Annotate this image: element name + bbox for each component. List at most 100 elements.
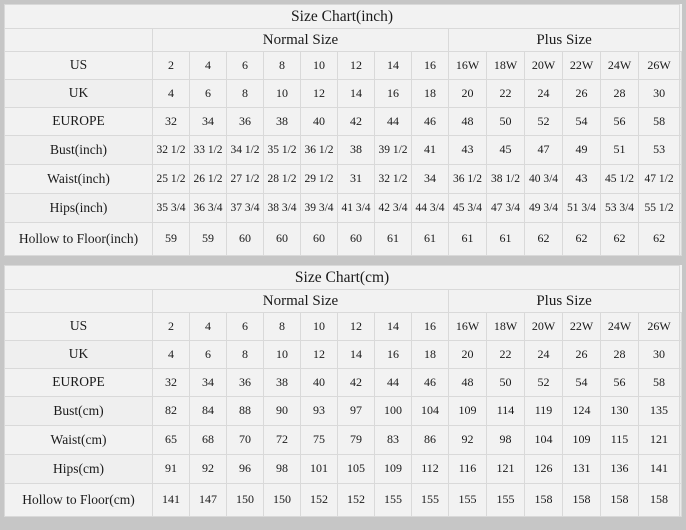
group-header-normal-size: Normal Size [152, 28, 449, 52]
cell: 51 [600, 135, 639, 165]
row-label-uk: UK [4, 79, 153, 108]
cell: 10 [263, 79, 301, 108]
cell: 38 [263, 107, 301, 136]
cell: 104 [524, 425, 563, 455]
cell: 155 [486, 483, 525, 517]
cell-empty [679, 340, 682, 369]
cell: 20 [448, 340, 487, 369]
cell: 2 [152, 51, 190, 80]
cell: 38 1/2 [486, 164, 525, 194]
group-header-row: Normal Size Plus Size [4, 289, 682, 313]
cell: 42 [337, 368, 375, 397]
cell: 33 1/2 [189, 135, 227, 165]
cell: 12 [300, 79, 338, 108]
cell: 16 [411, 51, 449, 80]
cell: 39 1/2 [374, 135, 412, 165]
cell: 24W [600, 51, 639, 80]
cell: 92 [189, 454, 227, 484]
cm-table-body: Size Chart(cm) Normal Size Plus Size US 2 4 6 8… [3, 265, 682, 517]
cell: 79 [337, 425, 375, 455]
cell: 34 [411, 164, 449, 194]
table-row: Waist(inch) 25 1/2 26 1/2 27 1/2 28 1/2 29 1/… [4, 164, 682, 194]
cell: 8 [263, 51, 301, 80]
cell: 6 [189, 340, 227, 369]
row-label-hips-cm: Hips(cm) [4, 454, 153, 484]
cell: 62 [562, 222, 601, 256]
cell: 38 [337, 135, 375, 165]
cell: 54 [562, 107, 601, 136]
cell: 6 [226, 51, 264, 80]
cell: 22 [486, 79, 525, 108]
cell: 121 [637, 425, 681, 455]
cell: 53 3/4 [600, 193, 639, 223]
cell: 12 [337, 51, 375, 80]
cell: 16W [448, 51, 487, 80]
table-row: US 2 4 6 8 10 12 14 16 16W 18W 20W 22W 24W 26W [4, 51, 682, 80]
cell: 109 [374, 454, 412, 484]
cell: 26W [637, 51, 681, 80]
cell: 136 [600, 454, 639, 484]
cell-empty [679, 107, 682, 136]
cell: 126 [524, 454, 563, 484]
cell: 32 [152, 368, 190, 397]
cell: 48 [448, 107, 487, 136]
cell-empty [679, 396, 682, 426]
size-chart-inch-table: Size Chart(inch) Normal Size Plus Size US 2 4… [3, 4, 682, 256]
table-row: Hips(inch) 35 3/4 36 3/4 37 3/4 38 3/4 39 3/4… [4, 193, 682, 223]
table-row: UK 4 6 8 10 12 14 16 18 20 22 24 26 28 30 [4, 340, 682, 369]
cell: 58 [637, 368, 681, 397]
cell: 8 [226, 340, 264, 369]
row-label-waist-inch: Waist(inch) [4, 164, 153, 194]
row-label-europe: EUROPE [4, 107, 153, 136]
cell: 100 [374, 396, 412, 426]
cell: 32 1/2 [152, 135, 190, 165]
cell: 20 [448, 79, 487, 108]
cell: 86 [411, 425, 449, 455]
cell: 152 [337, 483, 375, 517]
cell: 54 [562, 368, 601, 397]
cell: 34 [189, 107, 227, 136]
cell: 83 [374, 425, 412, 455]
cell: 36 3/4 [189, 193, 227, 223]
cell: 61 [411, 222, 449, 256]
cell: 39 3/4 [300, 193, 338, 223]
cell: 130 [600, 396, 639, 426]
row-label-hips-inch: Hips(inch) [4, 193, 153, 223]
row-label-europe: EUROPE [4, 368, 153, 397]
cell: 158 [524, 483, 563, 517]
cell: 131 [562, 454, 601, 484]
cell: 47 [524, 135, 563, 165]
cell: 45 3/4 [448, 193, 487, 223]
cell: 141 [637, 454, 681, 484]
cell: 32 [152, 107, 190, 136]
cell: 92 [448, 425, 487, 455]
cell: 24 [524, 340, 563, 369]
cell: 24 [524, 79, 563, 108]
cell: 41 3/4 [337, 193, 375, 223]
cell: 124 [562, 396, 601, 426]
cell: 28 [600, 79, 639, 108]
cell: 48 [448, 368, 487, 397]
cell: 82 [152, 396, 190, 426]
cell: 36 [226, 368, 264, 397]
cell: 65 [152, 425, 190, 455]
cell: 68 [189, 425, 227, 455]
cell: 72 [263, 425, 301, 455]
cell: 46 [411, 368, 449, 397]
cell: 112 [411, 454, 449, 484]
cell-empty [679, 425, 682, 455]
cell: 96 [226, 454, 264, 484]
cell: 14 [337, 79, 375, 108]
cell: 18 [411, 79, 449, 108]
cell: 28 [600, 340, 639, 369]
group-header-normal-size: Normal Size [152, 289, 449, 313]
cell: 60 [226, 222, 264, 256]
cell: 6 [226, 312, 264, 341]
cell: 26 1/2 [189, 164, 227, 194]
cell-empty [679, 312, 682, 341]
cell: 44 [374, 107, 412, 136]
cell: 90 [263, 396, 301, 426]
cell: 50 [486, 107, 525, 136]
cell-empty [679, 79, 682, 108]
cell: 16 [374, 79, 412, 108]
